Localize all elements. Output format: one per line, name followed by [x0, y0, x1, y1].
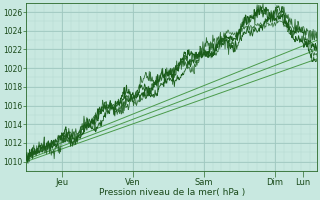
- X-axis label: Pression niveau de la mer( hPa ): Pression niveau de la mer( hPa ): [99, 188, 245, 197]
